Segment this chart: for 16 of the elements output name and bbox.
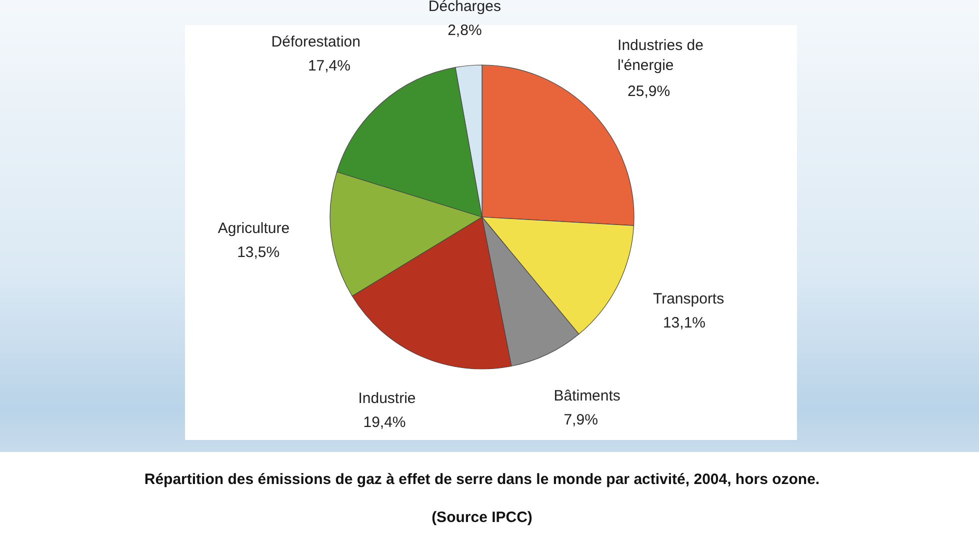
data-label: 7,9% <box>564 411 598 428</box>
data-label: 19,4% <box>363 414 406 431</box>
data-label: 2,8% <box>448 22 482 39</box>
slice-label: Industrie <box>358 390 416 407</box>
text: (Source IPCC) <box>432 509 532 526</box>
data-label: 13,1% <box>662 314 706 332</box>
slice-label: Transports <box>652 290 724 308</box>
text: Répartition des émissions de gaz à effet de serre dans le monde par activité, 2004, hors ozone. <box>144 471 820 488</box>
data-label: 13,5% <box>237 244 280 262</box>
data-label: 17,4% <box>308 57 350 74</box>
slice-label: Déforestation <box>271 33 360 50</box>
slice-label: Industries de l'énergie <box>618 37 704 74</box>
slice-label: Bâtiments <box>554 387 620 404</box>
slice-label: Agriculture <box>218 220 290 238</box>
data-label: 25,9% <box>628 83 670 100</box>
slice-label: Décharges <box>428 0 501 15</box>
